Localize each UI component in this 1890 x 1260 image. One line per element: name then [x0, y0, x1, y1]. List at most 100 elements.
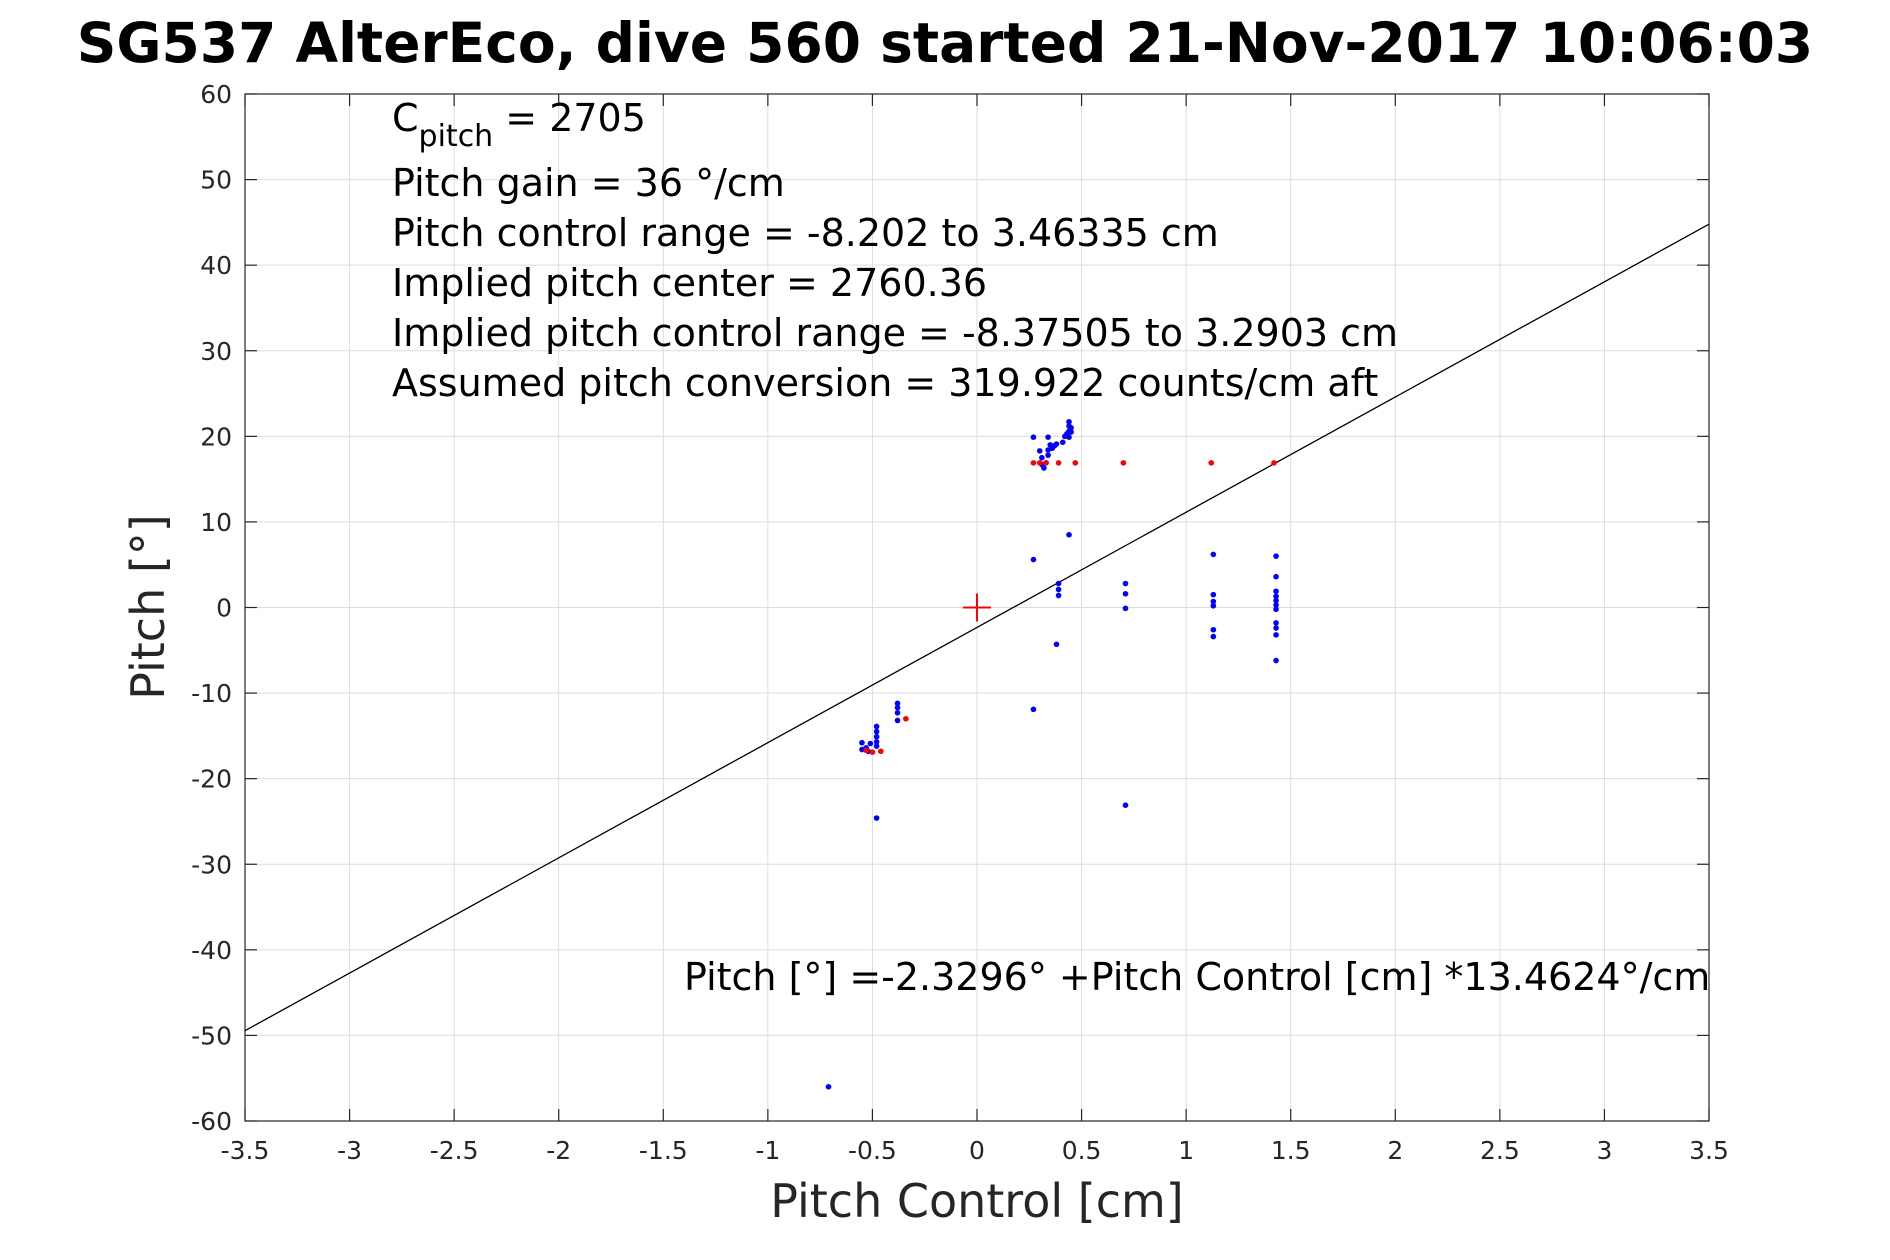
data-point	[1208, 460, 1215, 466]
grid	[244, 93, 1710, 1122]
data-point	[894, 717, 901, 724]
data-point	[1210, 626, 1217, 633]
data-point	[873, 743, 880, 749]
data-point	[1036, 460, 1043, 466]
chart-title: SG537 AlterEco, dive 560 started 21-Nov-…	[77, 11, 1813, 75]
data-point	[1273, 606, 1279, 613]
data-point	[1210, 598, 1217, 605]
annotation-pitch-control-range: Pitch control range = -8.202 to 3.46335 …	[392, 211, 1219, 255]
data-point	[859, 739, 865, 746]
data-point	[1030, 556, 1037, 563]
data-point	[1210, 551, 1217, 558]
data-point	[1273, 588, 1279, 595]
data-point	[1122, 591, 1129, 597]
y-tick-label: 20	[200, 422, 232, 451]
x-tick-label: -3	[337, 1136, 362, 1165]
x-tick-label: -2.5	[430, 1136, 479, 1165]
y-tick-label: -50	[191, 1021, 232, 1050]
data-point	[1273, 625, 1279, 631]
data-point	[1055, 460, 1062, 466]
data-point	[1068, 429, 1074, 435]
y-tick-label: 60	[200, 80, 232, 109]
y-tick-label: -60	[191, 1107, 232, 1136]
data-point	[877, 748, 884, 755]
annotation-cpitch-value: = 2705	[493, 96, 646, 140]
x-tick-label: -1	[755, 1136, 780, 1165]
y-tick-label: -40	[191, 936, 232, 965]
data-points	[825, 418, 1279, 1090]
data-point	[1072, 460, 1079, 466]
data-point	[1030, 706, 1037, 713]
x-tick-label: -1.5	[639, 1136, 688, 1165]
x-tick-label: 1	[1178, 1136, 1194, 1165]
data-point	[873, 815, 880, 821]
data-point	[903, 715, 909, 722]
annotation-cpitch: Cpitch = 2705	[392, 96, 646, 154]
data-point	[863, 747, 869, 754]
x-tick-label: -2	[546, 1136, 571, 1165]
data-point	[1055, 592, 1062, 599]
center-marker-layer	[963, 593, 991, 622]
x-tick-label: 1.5	[1271, 1136, 1311, 1165]
data-point	[1045, 447, 1051, 453]
data-point	[1120, 460, 1127, 466]
y-tick-label: 0	[216, 594, 232, 623]
annotation-cpitch-subscript: pitch	[419, 119, 494, 154]
data-point	[894, 709, 901, 716]
data-point	[825, 1083, 832, 1090]
x-tick-label: 2	[1387, 1136, 1403, 1165]
data-point	[1045, 452, 1051, 458]
data-point	[1122, 605, 1129, 612]
data-point	[1273, 620, 1279, 626]
data-point	[1053, 641, 1060, 648]
annotation-assumed-pitch-conversion: Assumed pitch conversion = 319.922 count…	[392, 361, 1378, 405]
x-axis-label: Pitch Control [cm]	[770, 1174, 1184, 1228]
data-point	[873, 728, 880, 735]
data-point	[894, 704, 901, 711]
annotation-block: Cpitch = 2705 Pitch gain = 36 °/cm Pitch…	[392, 96, 1398, 405]
x-tick-label: 0.5	[1062, 1136, 1102, 1165]
data-point	[1122, 580, 1129, 587]
data-point	[1045, 434, 1051, 440]
x-tick-label: -0.5	[848, 1136, 897, 1165]
data-point	[1030, 434, 1037, 440]
x-tick-label: 3	[1596, 1136, 1612, 1165]
y-tick-label: 50	[200, 166, 232, 195]
data-point	[1055, 586, 1062, 593]
y-tick-label: -30	[191, 850, 232, 879]
data-point	[894, 700, 901, 707]
data-point	[1273, 593, 1279, 600]
x-tick-label: 3.5	[1689, 1136, 1729, 1165]
data-point	[1059, 439, 1066, 446]
y-axis-label: Pitch [°]	[121, 514, 175, 700]
fit-line	[244, 223, 1710, 1032]
data-point	[1068, 424, 1074, 431]
data-point	[1210, 602, 1217, 609]
y-tick-label: 30	[200, 337, 232, 366]
data-point	[859, 746, 865, 753]
data-point	[1273, 597, 1279, 604]
annotation-cpitch-label: C	[392, 96, 419, 140]
annotation-pitch-gain: Pitch gain = 36 °/cm	[392, 161, 785, 205]
data-point	[873, 733, 880, 740]
data-point	[1122, 802, 1129, 808]
data-point	[1066, 434, 1072, 440]
data-point	[1210, 633, 1217, 640]
fit-equation: Pitch [°] =-2.3296° +Pitch Control [cm] …	[684, 955, 1710, 999]
y-tick-label: -20	[191, 765, 232, 794]
annotation-implied-pitch-control-range: Implied pitch control range = -8.37505 t…	[392, 311, 1398, 355]
data-point	[867, 740, 874, 747]
data-point	[1273, 602, 1279, 608]
data-point	[873, 723, 880, 730]
ticks: -3.5 -3 -2.5 -2 -1.5 -1 -0.5 0 0.5 1 1.5 2 2.5 3 3.5 -6…	[191, 80, 1729, 1165]
data-point	[1271, 460, 1277, 466]
data-point	[873, 739, 880, 745]
y-tick-label: 40	[200, 251, 232, 280]
data-point	[1036, 448, 1043, 454]
data-point	[1066, 418, 1072, 425]
data-point	[1210, 591, 1217, 598]
y-tick-label: 10	[200, 508, 232, 537]
x-tick-label: 0	[969, 1136, 985, 1165]
